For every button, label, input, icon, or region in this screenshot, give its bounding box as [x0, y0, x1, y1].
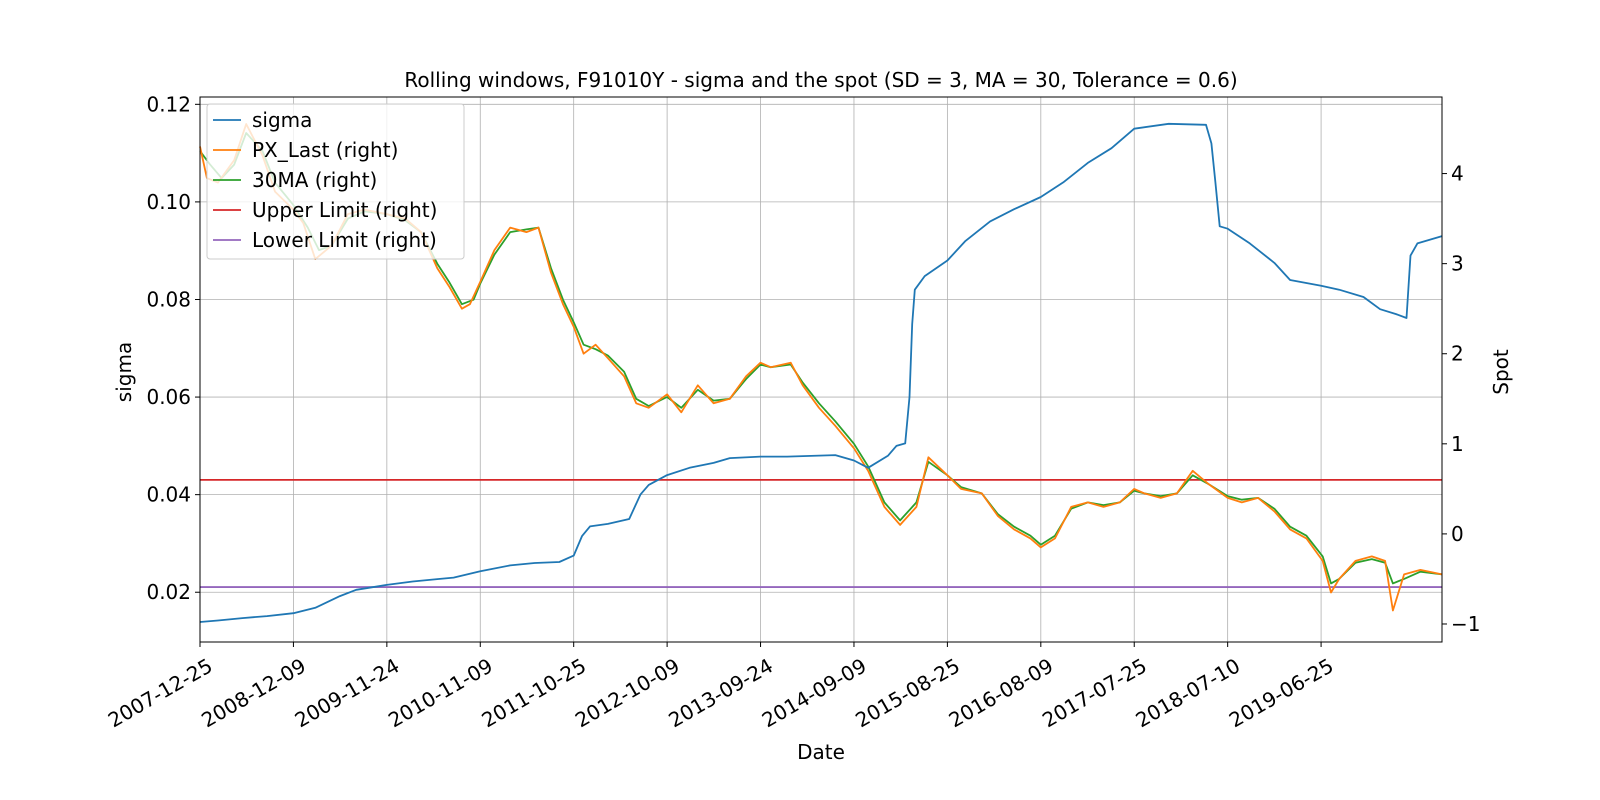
legend: sigma PX_Last (right) 30MA (right) Upper Li… [206, 103, 465, 260]
legend-label: 30MA (right) [252, 168, 377, 192]
y-axis-label-left: sigma [112, 342, 136, 402]
y-right-tick-label: 1 [1451, 432, 1464, 456]
y-right-tick-label: 2 [1451, 342, 1464, 366]
chart-title: Rolling windows, F91010Y - sigma and the… [404, 68, 1237, 92]
y-right-tick-label: 4 [1451, 162, 1464, 186]
legend-label: sigma [252, 108, 312, 132]
legend-box [206, 103, 465, 260]
y-right-tick-label: −1 [1451, 612, 1480, 636]
plot-frame [199, 96, 1443, 643]
y-left-tick-label: 0.10 [146, 190, 191, 214]
y-axis-label-right: Spot [1489, 349, 1513, 395]
y-left-tick-label: 0.12 [146, 92, 191, 116]
legend-label: Upper Limit (right) [252, 198, 437, 222]
y-right-tick-label: 3 [1451, 252, 1464, 276]
y-left-tick-label: 0.02 [146, 580, 191, 604]
x-axis-label: Date [797, 740, 845, 764]
y-left-tick-label: 0.06 [146, 385, 191, 409]
series-line-sigma [199, 122, 1443, 623]
y-left-tick-label: 0.08 [146, 287, 191, 311]
legend-label: PX_Last (right) [252, 138, 398, 162]
y-left-tick-label: 0.04 [146, 483, 191, 507]
y-right-tick-label: 0 [1451, 522, 1464, 546]
legend-label: Lower Limit (right) [252, 228, 437, 252]
